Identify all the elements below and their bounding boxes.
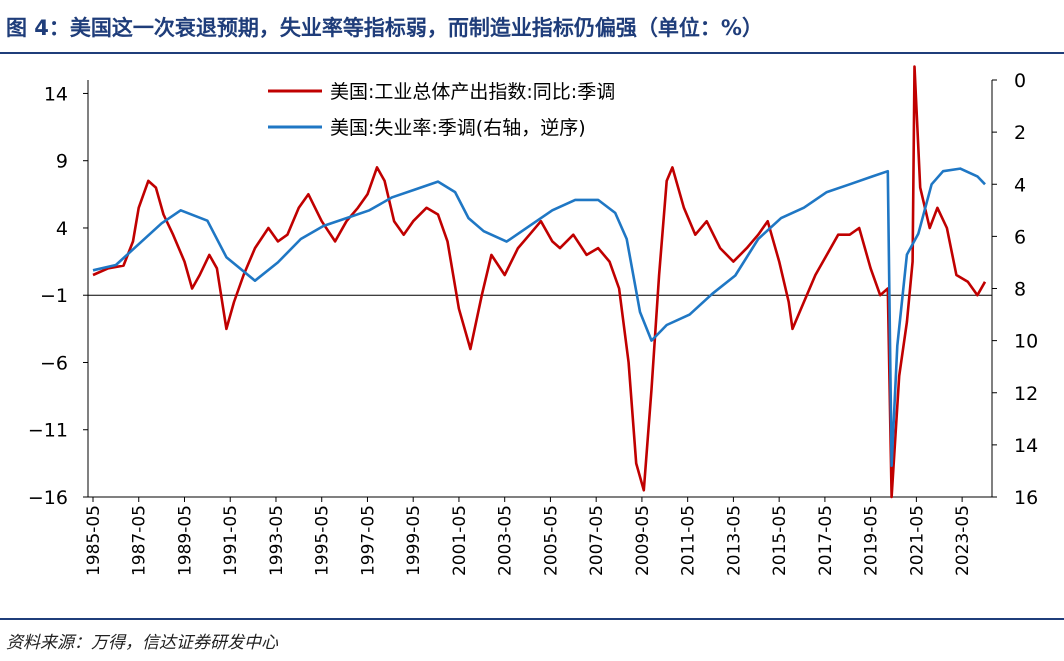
right-tick-label: 2 [1014, 122, 1026, 144]
x-tick-label: 2019-05 [862, 505, 882, 576]
right-tick-label: 14 [1014, 435, 1038, 457]
right-tick-label: 8 [1014, 279, 1026, 301]
left-tick-label: 9 [56, 151, 68, 173]
left-tick-label: −1 [40, 285, 68, 307]
x-tick-label: 2015-05 [770, 505, 790, 576]
left-tick-label: −11 [28, 420, 68, 442]
right-tick-label: 6 [1014, 226, 1026, 248]
x-tick-label: 1995-05 [313, 505, 333, 576]
legend-label: 美国:失业率:季调(右轴，逆序) [330, 117, 586, 139]
x-tick-label: 1989-05 [175, 505, 195, 576]
x-tick-label: 2007-05 [587, 505, 607, 576]
series-line-unemployment [92, 167, 986, 467]
line-chart: 14 9 4 −1 −6 −11 −16 0 2 4 6 8 10 12 14 16 1985-05 1987-0… [28, 65, 1038, 576]
right-tick-label: 10 [1014, 331, 1038, 353]
x-tick-label: 2013-05 [724, 505, 744, 576]
x-tick-label: 1991-05 [221, 505, 241, 576]
x-tick-label: 2005-05 [541, 505, 561, 576]
x-tick-label: 2009-05 [633, 505, 653, 576]
left-tick-label: −6 [40, 352, 68, 374]
title-underline [0, 52, 1064, 54]
x-tick-label: 2017-05 [816, 505, 836, 576]
right-tick-label: 0 [1014, 70, 1026, 92]
chart-title: 图 4：美国这一次衰退预期，失业率等指标弱，而制造业指标仍偏强（单位：%） [6, 16, 763, 40]
right-tick-label: 12 [1014, 383, 1038, 405]
x-tick-label: 2023-05 [953, 505, 973, 576]
right-tick-label: 4 [1014, 174, 1026, 196]
right-tick-label: 16 [1014, 487, 1038, 509]
x-tick-label: 1987-05 [130, 505, 150, 576]
series-line-industrial-output [92, 65, 987, 499]
x-tick-label: 2001-05 [450, 505, 470, 576]
x-tick-label: 2021-05 [907, 505, 927, 576]
x-tick-label: 1985-05 [84, 505, 104, 576]
legend-label: 美国:工业总体产出指数:同比:季调 [330, 81, 615, 103]
footer-rule [0, 618, 1064, 620]
x-tick-label: 2003-05 [496, 505, 516, 576]
x-tick-label: 1993-05 [267, 505, 287, 576]
source-note: 资料来源：万得，信达证券研发中心 [6, 633, 278, 653]
x-tick-label: 1997-05 [358, 505, 378, 576]
x-tick-label: 2011-05 [679, 505, 699, 576]
left-tick-label: 14 [44, 83, 68, 105]
x-tick-label: 1999-05 [404, 505, 424, 576]
left-tick-label: −16 [28, 487, 68, 509]
left-tick-label: 4 [56, 218, 68, 240]
